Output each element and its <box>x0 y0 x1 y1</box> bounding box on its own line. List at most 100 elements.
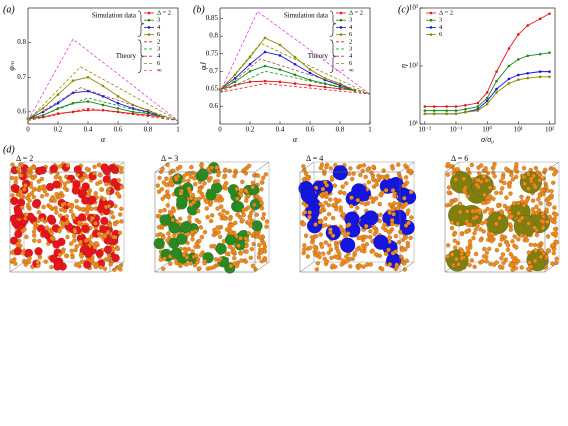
small-particle <box>218 256 223 262</box>
small-particle <box>57 229 62 234</box>
small-particle <box>321 251 326 256</box>
small-particle <box>96 231 102 237</box>
small-particle <box>526 221 531 226</box>
x-tick-label: 1 <box>176 126 180 134</box>
small-particle <box>193 244 198 250</box>
large-particle <box>170 247 182 259</box>
small-particle <box>383 251 389 257</box>
small-particle <box>39 176 45 182</box>
small-particle <box>93 221 98 226</box>
small-particle <box>526 171 531 177</box>
small-particle <box>541 176 546 181</box>
small-particle <box>483 219 488 225</box>
small-particle <box>177 164 183 170</box>
small-particle <box>217 234 223 240</box>
small-particle <box>65 163 71 168</box>
small-particle <box>363 174 368 180</box>
small-particle <box>498 190 504 196</box>
small-particle <box>236 243 241 248</box>
small-particle <box>18 173 24 178</box>
small-particle <box>301 201 306 206</box>
small-particle <box>164 182 169 188</box>
large-particle <box>13 247 23 256</box>
large-particle <box>96 204 106 214</box>
small-particle <box>248 255 254 261</box>
small-particle <box>492 161 497 167</box>
legend-label: 4 <box>157 53 161 60</box>
data-line <box>27 101 164 120</box>
small-particle <box>102 266 108 272</box>
small-particle <box>505 247 511 253</box>
small-particle <box>94 241 99 246</box>
small-particle <box>484 178 489 183</box>
small-particle <box>259 187 264 192</box>
small-particle <box>549 188 554 194</box>
data-point <box>71 79 75 83</box>
panel-label: (b) <box>193 4 205 15</box>
data-point <box>146 108 150 112</box>
small-particle <box>406 220 411 226</box>
x-tick-label: 0.8 <box>144 126 153 134</box>
y-tick-label: 0.6 <box>209 102 218 110</box>
legend-marker <box>429 26 433 29</box>
small-particle <box>333 197 338 202</box>
data-point <box>278 54 282 57</box>
y-tick-label: 0.85 <box>206 14 219 22</box>
small-particle <box>546 202 551 207</box>
small-particle <box>171 168 176 174</box>
large-particle <box>215 243 227 255</box>
small-particle <box>509 172 514 178</box>
small-particle <box>361 264 366 269</box>
panel-label: (c) <box>398 4 410 15</box>
x-tick-label: 0.4 <box>84 126 93 134</box>
data-point <box>495 79 498 83</box>
small-particle <box>532 258 538 264</box>
small-particle <box>361 163 367 168</box>
small-particle <box>70 254 75 260</box>
small-particle <box>373 251 379 257</box>
small-particle <box>328 227 333 232</box>
x-tick-label: 0 <box>26 126 30 134</box>
small-particle <box>521 165 527 171</box>
x-tick-label: 1 <box>368 126 372 134</box>
data-point <box>464 104 467 107</box>
particle-box <box>9 161 125 273</box>
small-particle <box>357 263 363 269</box>
small-particle <box>39 193 45 199</box>
small-particle <box>239 258 244 263</box>
small-particle <box>54 210 59 215</box>
small-particle <box>115 246 121 252</box>
small-particle <box>512 234 518 239</box>
data-point <box>526 71 530 75</box>
small-particle <box>31 187 37 192</box>
small-particle <box>262 257 268 263</box>
small-particle <box>405 243 411 249</box>
theory-line <box>27 97 179 121</box>
small-particle <box>392 201 397 206</box>
small-particle <box>23 212 29 217</box>
small-particle <box>527 260 532 265</box>
large-particle <box>13 207 23 216</box>
small-particle <box>472 264 477 270</box>
small-particle <box>369 249 374 254</box>
small-particle <box>363 234 369 240</box>
small-particle <box>486 195 491 200</box>
small-particle <box>386 247 391 253</box>
small-particle <box>355 247 360 252</box>
small-particle <box>489 238 494 244</box>
small-particle <box>222 168 228 173</box>
small-particle <box>190 237 195 242</box>
small-particle <box>117 212 123 217</box>
small-particle <box>215 206 220 211</box>
small-particle <box>323 240 329 245</box>
data-point <box>445 112 448 116</box>
large-particle <box>110 165 120 175</box>
small-particle <box>396 239 402 245</box>
data-point <box>485 99 489 103</box>
small-particle <box>394 262 400 268</box>
small-particle <box>403 163 408 168</box>
small-particle <box>478 163 484 168</box>
small-particle <box>350 256 356 262</box>
small-particle <box>480 200 486 206</box>
small-particle <box>538 201 543 206</box>
